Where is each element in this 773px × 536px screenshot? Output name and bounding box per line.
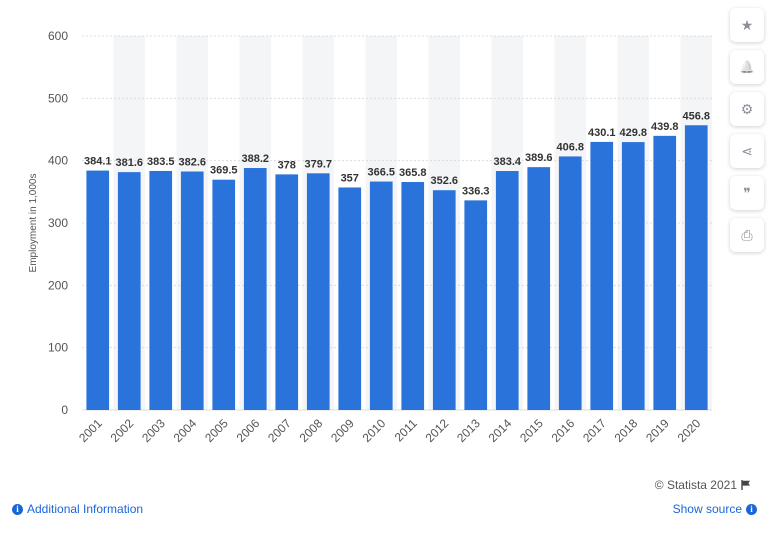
y-tick-label: 400 [48,154,68,168]
x-tick-label: 2007 [265,416,294,445]
print-button[interactable]: ⎙ [730,218,764,252]
additional-information-label: Additional Information [27,502,144,516]
y-axis-ticks: 0 100 200 300 400 500 600 [48,29,68,417]
y-tick-label: 300 [48,216,68,230]
gear-icon: ⚙ [740,100,754,117]
credit-text: © Statista 2021 [654,478,737,492]
printer-icon: ⎙ [741,226,753,243]
data-label: 357 [341,172,359,184]
bar[interactable] [117,172,141,410]
x-tick-label: 2001 [76,416,105,445]
x-tick-label: 2008 [297,416,326,445]
data-label: 336.3 [462,185,490,197]
bar[interactable] [527,167,551,410]
data-label: 383.5 [147,156,175,168]
y-tick-label: 600 [48,29,68,43]
data-label: 389.6 [525,152,553,164]
data-label: 429.8 [619,127,647,139]
share-button[interactable]: ⋖ [730,134,764,168]
data-label: 388.2 [241,153,269,165]
x-tick-label: 2016 [549,416,578,445]
y-tick-label: 100 [48,341,68,355]
show-source-label: Show source [672,502,742,516]
bar[interactable] [684,125,708,411]
bar[interactable] [558,156,582,410]
y-tick-label: 500 [48,91,68,105]
x-tick-label: 2006 [234,416,263,445]
data-label: 456.8 [682,110,710,122]
bar[interactable] [621,142,645,410]
data-label: 369.5 [210,165,238,177]
x-tick-label: 2017 [580,416,609,445]
bar[interactable] [86,170,110,410]
y-tick-label: 200 [48,278,68,292]
bar[interactable] [212,179,236,410]
bar[interactable] [338,187,362,410]
show-source-link[interactable]: Show source i [673,502,757,516]
info-icon: i [12,503,23,515]
bars [86,125,708,411]
data-label: 439.8 [651,121,679,133]
bar[interactable] [432,190,456,410]
bar[interactable] [464,200,488,410]
data-label: 383.4 [493,156,521,168]
y-tick-label: 0 [61,403,68,417]
bar[interactable] [653,135,677,410]
data-label: 379.7 [304,158,332,170]
bar[interactable] [149,170,173,410]
data-label: 366.5 [367,167,395,179]
x-tick-label: 2009 [328,416,357,445]
data-label: 382.6 [178,157,206,169]
y-axis-label: Employment in 1,000s [28,174,39,273]
x-tick-label: 2004 [171,416,200,445]
x-tick-label: 2020 [675,416,704,445]
bar[interactable] [495,171,519,410]
bell-icon: 🔔 [739,60,755,74]
data-label: 378 [278,159,296,171]
data-label: 352.6 [430,175,458,187]
x-tick-label: 2014 [486,416,515,445]
x-axis-ticks: 2001 2002 2003 2004 2005 2006 2007 2008 2009 2010… [76,416,704,445]
x-tick-label: 2018 [612,416,641,445]
settings-button[interactable]: ⚙ [730,92,764,126]
data-label: 406.8 [556,141,584,153]
data-label: 430.1 [588,127,616,139]
favorite-button[interactable]: ★ [730,8,764,42]
data-label: 381.6 [115,157,143,169]
x-tick-label: 2012 [423,416,452,445]
x-tick-label: 2019 [643,416,672,445]
bar[interactable] [180,171,204,410]
data-label: 365.8 [399,167,427,179]
star-icon: ★ [740,16,754,33]
x-tick-label: 2003 [139,416,168,445]
bar[interactable] [401,181,425,410]
x-tick-label: 2005 [202,416,231,445]
bar[interactable] [306,173,330,410]
cite-button[interactable]: ❞ [730,176,764,210]
x-tick-label: 2015 [517,416,546,445]
share-icon: ⋖ [741,142,753,159]
bar[interactable] [590,141,614,410]
bar[interactable] [369,181,393,410]
x-tick-label: 2002 [108,416,137,445]
statista-credit: © Statista 2021 [655,478,751,492]
quote-icon: ❞ [743,184,751,201]
flag-icon[interactable] [741,480,751,490]
x-tick-label: 2013 [454,416,483,445]
info-icon: i [746,503,757,515]
bar[interactable] [243,168,267,410]
additional-information-link[interactable]: i Additional Information [12,502,143,516]
x-tick-label: 2010 [360,416,389,445]
x-tick-label: 2011 [392,416,420,444]
data-label: 384.1 [84,156,112,168]
notification-button[interactable]: 🔔 [730,50,764,84]
bar[interactable] [275,174,299,410]
